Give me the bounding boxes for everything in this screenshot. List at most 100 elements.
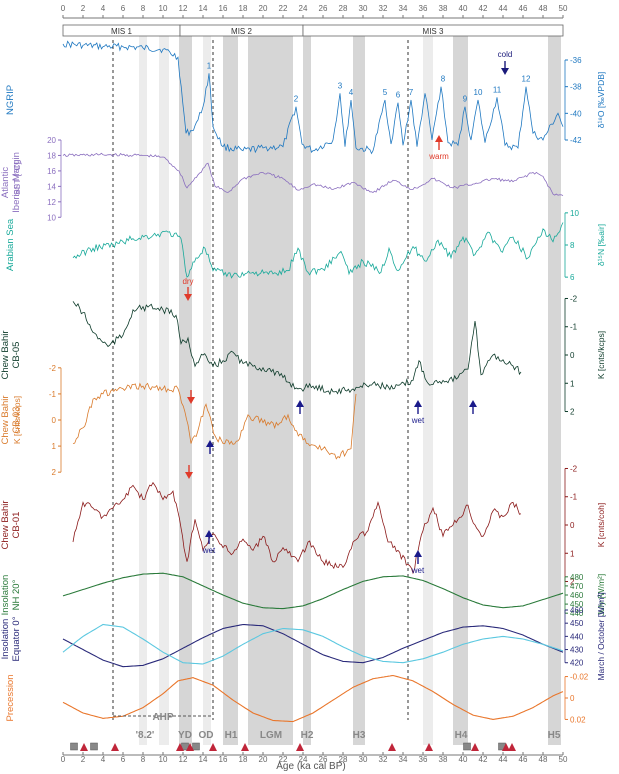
insolation-equator-0--line	[62, 623, 564, 668]
series-name-line: Equator 0°	[11, 616, 22, 661]
top-tick-label: 6	[121, 4, 126, 13]
shaded-band	[548, 30, 561, 745]
bottom-tick-label: 4	[101, 755, 106, 764]
arrow-label: dry	[182, 277, 193, 286]
top-tick-label: 0	[61, 4, 66, 13]
top-tick-label: 38	[439, 4, 448, 13]
series-name: Arabian Sea	[5, 218, 16, 271]
direction-arrow	[206, 440, 214, 454]
series-name-line: CB-03	[11, 407, 22, 434]
y-axis-title: K [cnts/coh]	[596, 503, 606, 547]
top-tick-label: 44	[499, 4, 508, 13]
series-panel: 10 12 14 16 18 20 SST [°C]AtlanticIberian Marg…	[0, 136, 564, 222]
event-number: 7	[409, 88, 414, 97]
y-tick-label: -1	[49, 390, 57, 399]
y-axis-title: K [cnts/kcps]	[12, 396, 22, 444]
bottom-tick-label: 10	[159, 755, 168, 764]
shaded-band	[223, 30, 238, 745]
top-tick-label: 46	[519, 4, 528, 13]
event-number: 2	[294, 95, 299, 104]
top-tick-label: 42	[479, 4, 488, 13]
direction-arrow: dry	[182, 277, 194, 301]
triangle-marker	[425, 743, 433, 751]
series-panel: 6 8 10 δ¹⁵N [‰air] Arabian Sea	[5, 209, 606, 282]
event-label: H3	[353, 730, 366, 741]
y-tick-label: 430	[570, 646, 584, 655]
y-tick-label: 1	[570, 549, 575, 558]
direction-arrow	[187, 390, 195, 404]
y-tick-label: 10	[570, 209, 579, 218]
event-label: H2	[301, 730, 314, 741]
top-tick-label: 24	[299, 4, 308, 13]
bottom-tick-label: 26	[319, 755, 328, 764]
chew-bahir-cb-05-line	[72, 301, 522, 396]
event-number: 5	[383, 88, 388, 97]
series-name: Precession	[5, 675, 16, 722]
bottom-tick-label: 34	[399, 755, 408, 764]
y-tick-label: 460	[570, 591, 584, 600]
bottom-tick-label: 8	[141, 755, 146, 764]
y-tick-label: 2	[570, 578, 575, 587]
mis-box	[302, 24, 564, 37]
bottom-tick-label: 32	[379, 755, 388, 764]
series-panel: -0.02 0 0.02 Precession	[5, 673, 589, 725]
top-tick-label: 4	[101, 4, 106, 13]
bottom-markers	[70, 742, 516, 751]
y-tick-label: -1	[570, 323, 578, 332]
y-tick-label: 2	[52, 468, 57, 477]
top-tick-label: 18	[239, 4, 248, 13]
series-name-line: CB-05	[11, 342, 22, 369]
atlantic-iberian-margin-line	[62, 152, 564, 196]
y-axis-title: March / October [W/m²]	[596, 592, 606, 680]
event-label: H1	[225, 730, 238, 741]
y-tick-label: 480	[570, 573, 584, 582]
y-tick-label: -42	[570, 136, 582, 145]
y-tick-label: 16	[47, 167, 56, 176]
arabian-sea-line	[72, 222, 564, 279]
equator-october-line	[62, 623, 564, 665]
ahp-label: AHP	[152, 712, 173, 723]
series-name: Chew BahirCB-03	[0, 395, 22, 444]
top-tick-label: 20	[259, 4, 268, 13]
y-tick-label: 0.02	[570, 715, 586, 724]
top-axis: 0 2 4 6 8 10 12 14 16 18 20 22 24 26 28 30 32 34 36 38 40 42 4…	[61, 4, 568, 19]
series-name-line: Insolation	[0, 619, 11, 660]
y-tick-label: 470	[570, 582, 584, 591]
y-tick-label: 20	[47, 136, 56, 145]
event-number: 12	[522, 75, 531, 84]
bottom-tick-label: 24	[299, 755, 308, 764]
top-tick-label: 50	[559, 4, 568, 13]
shaded-band	[179, 30, 192, 745]
y-tick-label: 12	[47, 198, 56, 207]
series-name-line: Chew Bahir	[0, 330, 11, 379]
direction-arrow	[469, 400, 477, 414]
y-tick-label: -2	[570, 294, 578, 303]
y-tick-label: 18	[47, 151, 56, 160]
arrow-label: wet	[411, 416, 425, 425]
insolation-nh-20--line	[62, 572, 564, 610]
chew-bahir-cb-03-line	[72, 382, 357, 460]
y-tick-label: -36	[570, 56, 582, 65]
top-tick-label: 30	[359, 4, 368, 13]
series-name: InsolationNH 20°	[0, 575, 22, 616]
mis-label: MIS 1	[111, 27, 132, 36]
series-name-line: Chew Bahir	[0, 500, 11, 549]
y-tick-label: 0	[570, 351, 575, 360]
event-number: 9	[463, 95, 468, 104]
triangle-marker	[502, 743, 510, 751]
direction-arrow	[185, 465, 193, 479]
bottom-tick-label: 22	[279, 755, 288, 764]
bottom-tick-label: 36	[419, 755, 428, 764]
y-tick-label: -0.02	[570, 673, 589, 682]
top-tick-label: 32	[379, 4, 388, 13]
bottom-tick-label: 16	[219, 755, 228, 764]
top-tick-label: 40	[459, 4, 468, 13]
bottom-tick-label: 44	[499, 755, 508, 764]
top-tick-label: 22	[279, 4, 288, 13]
triangle-marker	[186, 743, 194, 751]
annotation-arrowhead	[435, 135, 443, 142]
series-name-line: NGRIP	[5, 85, 16, 115]
annotation-label: warm	[428, 152, 449, 161]
top-tick-label: 26	[319, 4, 328, 13]
